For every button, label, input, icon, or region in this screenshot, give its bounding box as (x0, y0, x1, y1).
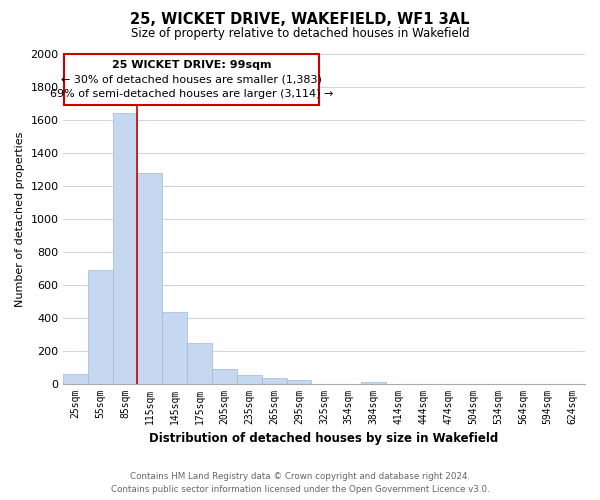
Bar (88, 270, 113, 384)
Text: Size of property relative to detached houses in Wakefield: Size of property relative to detached ho… (131, 28, 469, 40)
Bar (137, 173, 163, 384)
Bar (63, 374, 88, 384)
Bar (113, 114, 137, 384)
Y-axis label: Number of detached properties: Number of detached properties (15, 132, 25, 307)
Bar (237, 375, 262, 384)
Text: Contains HM Land Registry data © Crown copyright and database right 2024.
Contai: Contains HM Land Registry data © Crown c… (110, 472, 490, 494)
Text: ← 30% of detached houses are smaller (1,383): ← 30% of detached houses are smaller (1,… (61, 74, 322, 85)
Text: 25, WICKET DRIVE, WAKEFIELD, WF1 3AL: 25, WICKET DRIVE, WAKEFIELD, WF1 3AL (130, 12, 470, 28)
Bar (262, 378, 287, 384)
FancyBboxPatch shape (64, 54, 319, 105)
Text: 25 WICKET DRIVE: 99sqm: 25 WICKET DRIVE: 99sqm (112, 60, 271, 70)
Bar (163, 312, 187, 384)
Bar (287, 380, 311, 384)
X-axis label: Distribution of detached houses by size in Wakefield: Distribution of detached houses by size … (149, 432, 499, 445)
Bar (361, 382, 386, 384)
Bar (212, 370, 237, 384)
Text: 69% of semi-detached houses are larger (3,114) →: 69% of semi-detached houses are larger (… (50, 89, 333, 99)
Bar (187, 343, 212, 384)
